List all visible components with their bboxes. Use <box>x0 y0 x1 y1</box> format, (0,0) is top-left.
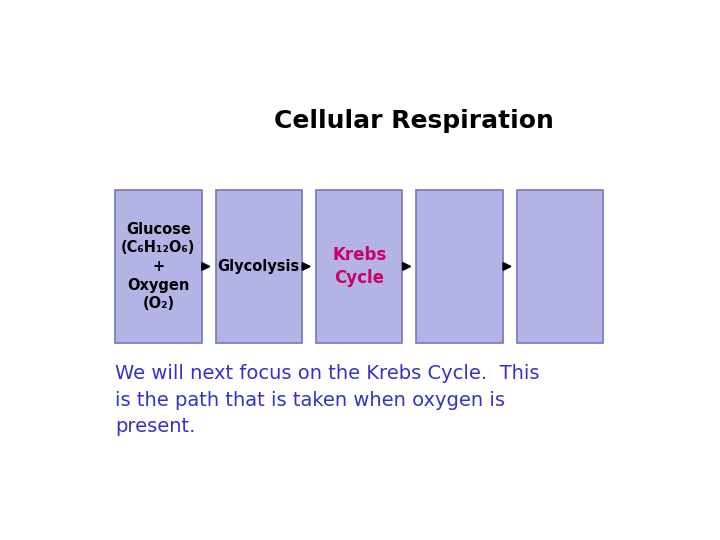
Bar <box>416 190 503 343</box>
Bar <box>316 190 402 343</box>
Text: We will next focus on the Krebs Cycle.  This
is the path that is taken when oxyg: We will next focus on the Krebs Cycle. T… <box>115 364 539 436</box>
Text: Glucose
(C₆H₁₂O₆)
+
Oxygen
(O₂): Glucose (C₆H₁₂O₆) + Oxygen (O₂) <box>121 222 196 311</box>
Text: Glycolysis: Glycolysis <box>217 259 300 274</box>
Text: Krebs
Cycle: Krebs Cycle <box>332 246 387 287</box>
Bar <box>215 190 302 343</box>
Text: Cellular Respiration: Cellular Respiration <box>274 109 554 133</box>
Bar <box>517 190 603 343</box>
Bar <box>115 190 202 343</box>
